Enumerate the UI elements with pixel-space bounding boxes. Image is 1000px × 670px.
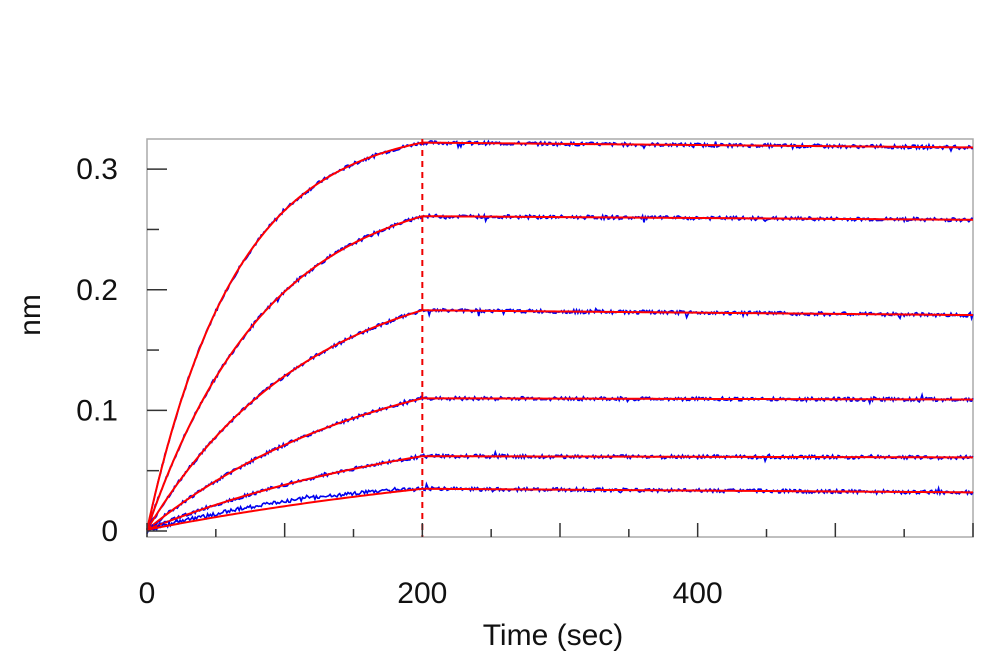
y-tick-label: 0.2: [76, 274, 118, 307]
x-tick-label: 0: [139, 577, 156, 610]
fit-curve-6: [146, 487, 974, 531]
y-tick-label: 0.3: [76, 153, 118, 186]
y-axis-title: nm: [14, 294, 47, 336]
x-tick-label: 400: [673, 577, 723, 610]
fit-curve-2: [146, 215, 974, 531]
x-axis-title: Time (sec): [483, 619, 624, 652]
y-tick-label: 0: [101, 515, 118, 548]
y-tick-label: 0.1: [76, 394, 118, 427]
plot-frame: [146, 138, 974, 538]
axes-group: 0 200 400 0 0.1 0.2 0.3: [76, 153, 974, 610]
fit-curve-4: [146, 397, 974, 531]
fit-curve-5: [146, 455, 974, 531]
fit-curve-3: [146, 309, 974, 531]
fit-curve-1: [146, 141, 974, 530]
x-tick-label: 200: [397, 577, 447, 610]
traces-group: [146, 139, 974, 535]
